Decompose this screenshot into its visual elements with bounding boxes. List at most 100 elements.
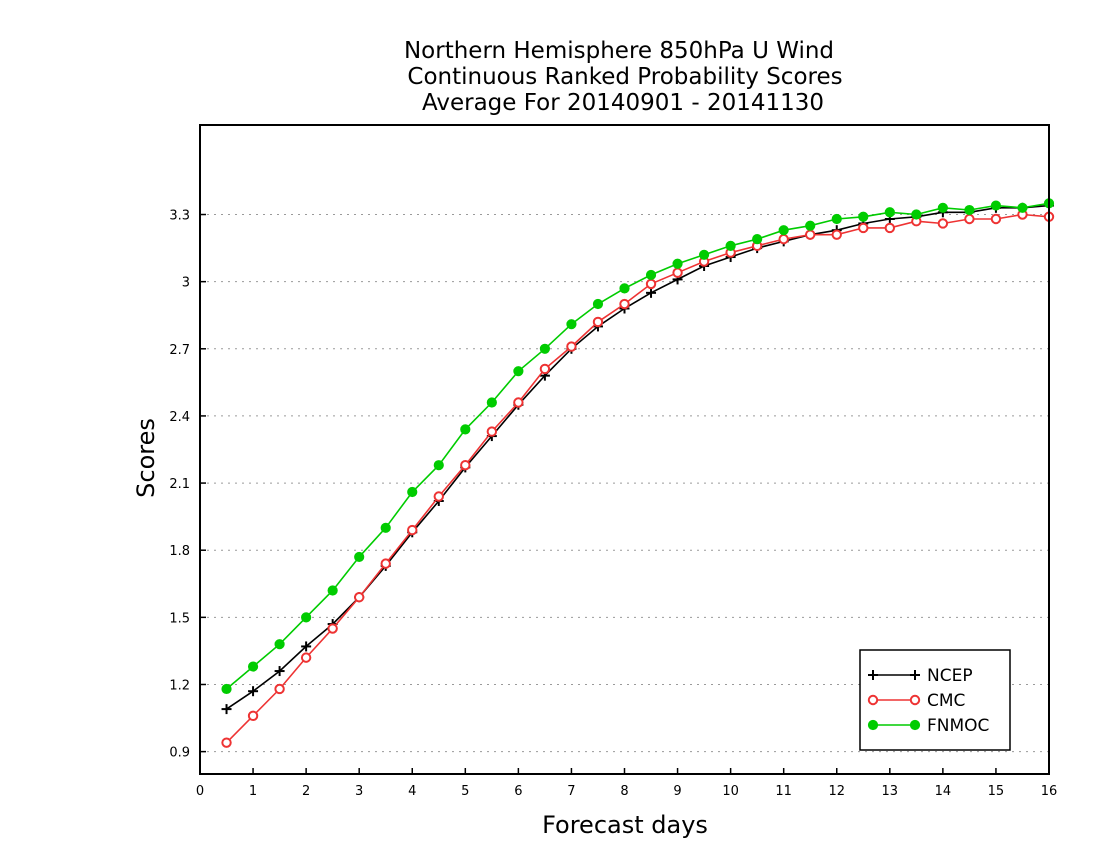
- point-fnmoc-11: [513, 366, 524, 377]
- point-fnmoc-19: [725, 240, 736, 251]
- point-cmc-15: [619, 298, 630, 310]
- y-axis-ticks: 0.9 1.2 1.5 1.8 2.1 2.4 2.7 3 3.3: [169, 209, 206, 761]
- point-fnmoc-3: [301, 612, 312, 623]
- point-fnmoc-24: [858, 211, 869, 222]
- legend-marker-right-ncep: [910, 670, 920, 680]
- point-fnmoc-7: [407, 486, 418, 498]
- x-tick-label-12: 12: [828, 784, 845, 799]
- point-ncep-1: [248, 686, 259, 697]
- y-tick-label-8: 3.3: [169, 209, 190, 224]
- legend-label-ncep: NCEP: [927, 666, 973, 686]
- y-tick-label-7: 3: [182, 276, 190, 291]
- point-ncep-16: [646, 287, 657, 298]
- x-tick-label-11: 11: [775, 784, 792, 799]
- point-cmc-22: [805, 229, 816, 240]
- legend-item-fnmoc: FNMOC: [867, 716, 989, 736]
- y-tick-label-4: 2.1: [169, 477, 190, 492]
- point-fnmoc-29: [990, 200, 1002, 211]
- legend-marker-left-ncep: [868, 670, 878, 680]
- x-tick-label-2: 2: [302, 784, 310, 799]
- point-fnmoc-9: [460, 424, 471, 435]
- point-cmc-17: [672, 267, 683, 278]
- x-tick-label-7: 7: [567, 784, 575, 799]
- data-series: [221, 198, 1055, 748]
- x-tick-label-9: 9: [673, 784, 681, 799]
- point-fnmoc-14: [592, 298, 604, 310]
- series-line-fnmoc: [225, 202, 1050, 690]
- series-fnmoc: [221, 198, 1055, 695]
- point-fnmoc-27: [937, 202, 948, 213]
- x-tick-label-8: 8: [620, 784, 628, 799]
- point-fnmoc-28: [964, 204, 975, 216]
- chart-title-line-2: Continuous Ranked Probability Scores: [407, 64, 842, 90]
- x-tick-label-6: 6: [514, 784, 522, 799]
- point-fnmoc-5: [354, 551, 365, 563]
- y-tick-label-5: 2.4: [169, 410, 190, 425]
- legend-item-ncep: NCEP: [868, 666, 973, 686]
- point-fnmoc-26: [911, 209, 922, 220]
- y-tick-label-3: 1.8: [169, 544, 190, 559]
- x-tick-label-16: 16: [1041, 784, 1058, 799]
- point-cmc-21: [778, 233, 789, 245]
- chart-title-line-1: Northern Hemisphere 850hPa U Wind: [404, 38, 834, 64]
- point-fnmoc-10: [486, 397, 497, 408]
- chart-title-line-3: Average For 20140901 - 20141130: [422, 90, 824, 116]
- y-tick-label-6: 2.7: [169, 343, 190, 358]
- point-cmc-23: [831, 229, 842, 240]
- point-fnmoc-25: [884, 207, 895, 218]
- x-tick-label-13: 13: [882, 784, 899, 799]
- point-fnmoc-0: [221, 683, 232, 695]
- x-tick-label-0: 0: [196, 784, 204, 799]
- point-cmc-9: [460, 459, 471, 471]
- point-ncep-0: [221, 704, 232, 715]
- point-fnmoc-2: [274, 639, 285, 650]
- x-tick-label-4: 4: [408, 784, 416, 799]
- point-cmc-27: [937, 218, 949, 229]
- legend-label-cmc: CMC: [927, 691, 965, 711]
- point-fnmoc-13: [566, 319, 577, 330]
- point-fnmoc-4: [327, 585, 338, 596]
- point-cmc-11: [513, 397, 524, 408]
- point-cmc-12: [539, 363, 551, 375]
- legend-marker-right-cmc: [909, 694, 921, 706]
- point-cmc-8: [433, 491, 444, 502]
- point-cmc-16: [645, 278, 657, 290]
- point-fnmoc-16: [645, 269, 657, 281]
- point-ncep-3: [301, 641, 312, 652]
- point-cmc-6: [380, 558, 391, 569]
- legend-marker-left-fnmoc: [867, 719, 879, 731]
- point-ncep-2: [274, 666, 285, 677]
- x-tick-label-15: 15: [988, 784, 1005, 799]
- point-cmc-29: [990, 213, 1002, 225]
- point-fnmoc-30: [1017, 202, 1028, 213]
- point-fnmoc-15: [619, 283, 630, 294]
- point-cmc-2: [274, 683, 285, 695]
- point-fnmoc-8: [433, 460, 444, 471]
- point-fnmoc-21: [778, 225, 789, 236]
- point-cmc-4: [327, 623, 338, 634]
- point-cmc-25: [884, 222, 896, 234]
- x-tick-label-5: 5: [461, 784, 469, 799]
- point-cmc-14: [592, 316, 604, 328]
- point-cmc-0: [221, 737, 232, 748]
- point-fnmoc-12: [539, 343, 551, 354]
- point-fnmoc-6: [380, 522, 391, 533]
- legend-label-fnmoc: FNMOC: [927, 716, 989, 736]
- point-fnmoc-20: [752, 234, 763, 245]
- point-cmc-10: [486, 426, 498, 437]
- point-cmc-1: [247, 710, 259, 722]
- y-tick-label-1: 1.2: [169, 678, 190, 693]
- series-ncep: [221, 200, 1054, 715]
- point-fnmoc-1: [247, 661, 259, 672]
- point-fnmoc-17: [672, 258, 683, 269]
- x-tick-label-1: 1: [249, 784, 257, 799]
- x-axis-label: Forecast days: [542, 811, 708, 839]
- legend-marker-right-fnmoc: [909, 719, 921, 731]
- x-tick-label-3: 3: [355, 784, 363, 799]
- chart-title: Northern Hemisphere 850hPa U Wind Contin…: [404, 38, 843, 116]
- y-tick-label-0: 0.9: [169, 746, 190, 761]
- x-tick-label-10: 10: [722, 784, 739, 799]
- point-cmc-3: [300, 652, 312, 663]
